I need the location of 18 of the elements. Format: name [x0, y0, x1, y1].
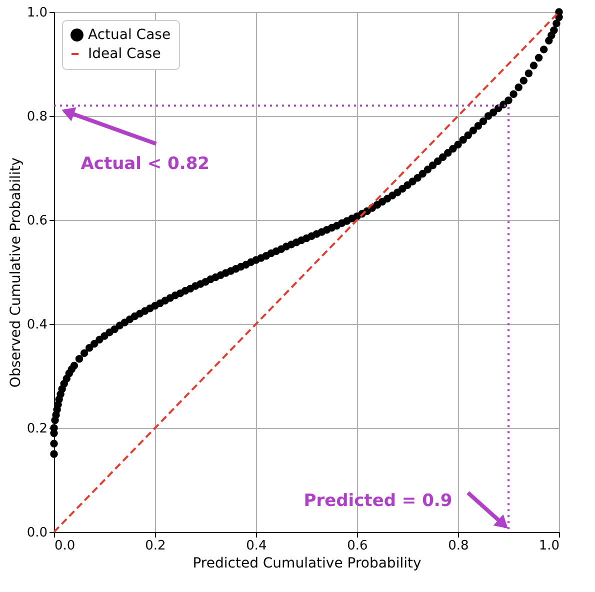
y-tick-label: 1.0 [26, 6, 48, 20]
y-tick-label: 0.2 [26, 422, 48, 436]
x-axis-title: Predicted Cumulative Probability [192, 556, 422, 572]
x-tick-label: 0.4 [246, 538, 267, 554]
y-tick-label: 0.0 [26, 526, 48, 540]
legend-label: Ideal Case [88, 46, 161, 62]
annotation: Predicted = 0.9 [304, 490, 452, 511]
annotation: Actual < 0.82 [80, 154, 210, 174]
x-tick-label: 0.0 [54, 538, 76, 554]
y-tick-label: 0.8 [26, 110, 48, 124]
x-tick-label: 0.2 [145, 538, 166, 554]
y-tick-label: 0.6 [26, 214, 48, 228]
x-tick-label: 1.0 [538, 538, 560, 554]
legend-label: Actual Case [88, 27, 171, 43]
x-tick-label: 0.8 [448, 538, 469, 554]
y-axis-title: Observed Cumulative Probability [8, 157, 24, 388]
x-tick-label: 0.6 [347, 538, 368, 554]
y-tick-label: 0.4 [26, 318, 48, 332]
